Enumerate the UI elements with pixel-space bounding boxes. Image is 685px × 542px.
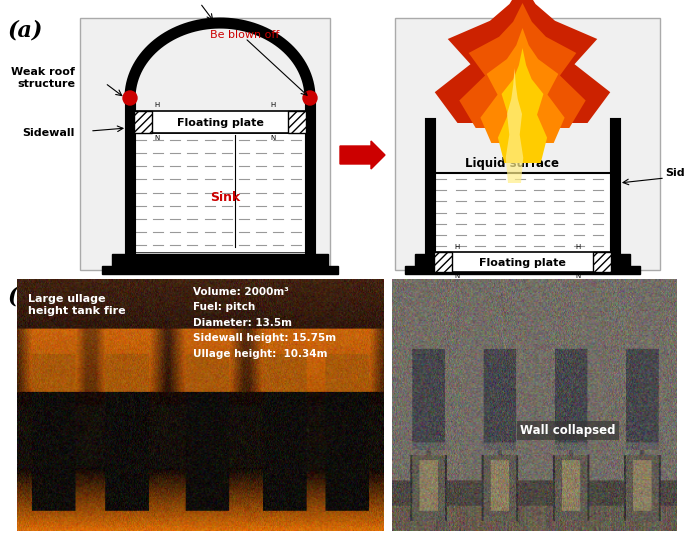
Text: N: N — [454, 273, 460, 279]
Circle shape — [123, 91, 137, 105]
Text: Floating plate: Floating plate — [479, 258, 566, 268]
Text: Sidewall: Sidewall — [23, 128, 75, 138]
Text: H: H — [454, 244, 460, 250]
Text: H: H — [271, 102, 275, 108]
Bar — [102, 266, 338, 274]
Text: (a): (a) — [8, 20, 43, 42]
Bar — [434, 252, 611, 272]
Polygon shape — [480, 28, 564, 143]
Bar — [593, 252, 611, 272]
Text: Large ullage
height tank fire: Large ullage height tank fire — [28, 294, 126, 316]
Text: Sink: Sink — [210, 191, 240, 204]
Text: Wall collapsed: Wall collapsed — [521, 424, 616, 437]
Polygon shape — [498, 48, 547, 163]
Bar — [415, 254, 630, 266]
Text: N: N — [575, 273, 581, 279]
Text: N: N — [154, 135, 160, 141]
Bar — [134, 111, 152, 133]
Bar — [134, 133, 306, 252]
Bar — [134, 111, 306, 133]
Bar — [288, 111, 306, 133]
Text: H: H — [154, 102, 160, 108]
Text: N: N — [271, 135, 275, 141]
Polygon shape — [506, 68, 523, 183]
Bar — [434, 252, 452, 272]
Text: Be blown off: Be blown off — [210, 30, 279, 40]
Bar — [434, 173, 611, 252]
Text: Weak roof
structure: Weak roof structure — [11, 67, 75, 89]
Bar — [80, 18, 330, 270]
Bar — [405, 266, 640, 274]
Text: Liquid surface: Liquid surface — [466, 157, 560, 170]
Text: (b): (b) — [8, 285, 45, 307]
Polygon shape — [435, 0, 610, 123]
Polygon shape — [460, 3, 586, 128]
Circle shape — [303, 91, 317, 105]
Bar — [395, 18, 660, 270]
Bar — [112, 254, 328, 266]
FancyArrow shape — [340, 141, 385, 169]
Text: Tank's roof: Tank's roof — [166, 0, 234, 1]
Text: H: H — [575, 244, 581, 250]
Text: Sidewall: Sidewall — [665, 168, 685, 178]
Text: Volume: 2000m³
Fuel: pitch
Diameter: 13.5m
Sidewall height: 15.75m
Ullage height: Volume: 2000m³ Fuel: pitch Diameter: 13.… — [193, 287, 336, 359]
Text: Floating plate: Floating plate — [177, 118, 264, 128]
